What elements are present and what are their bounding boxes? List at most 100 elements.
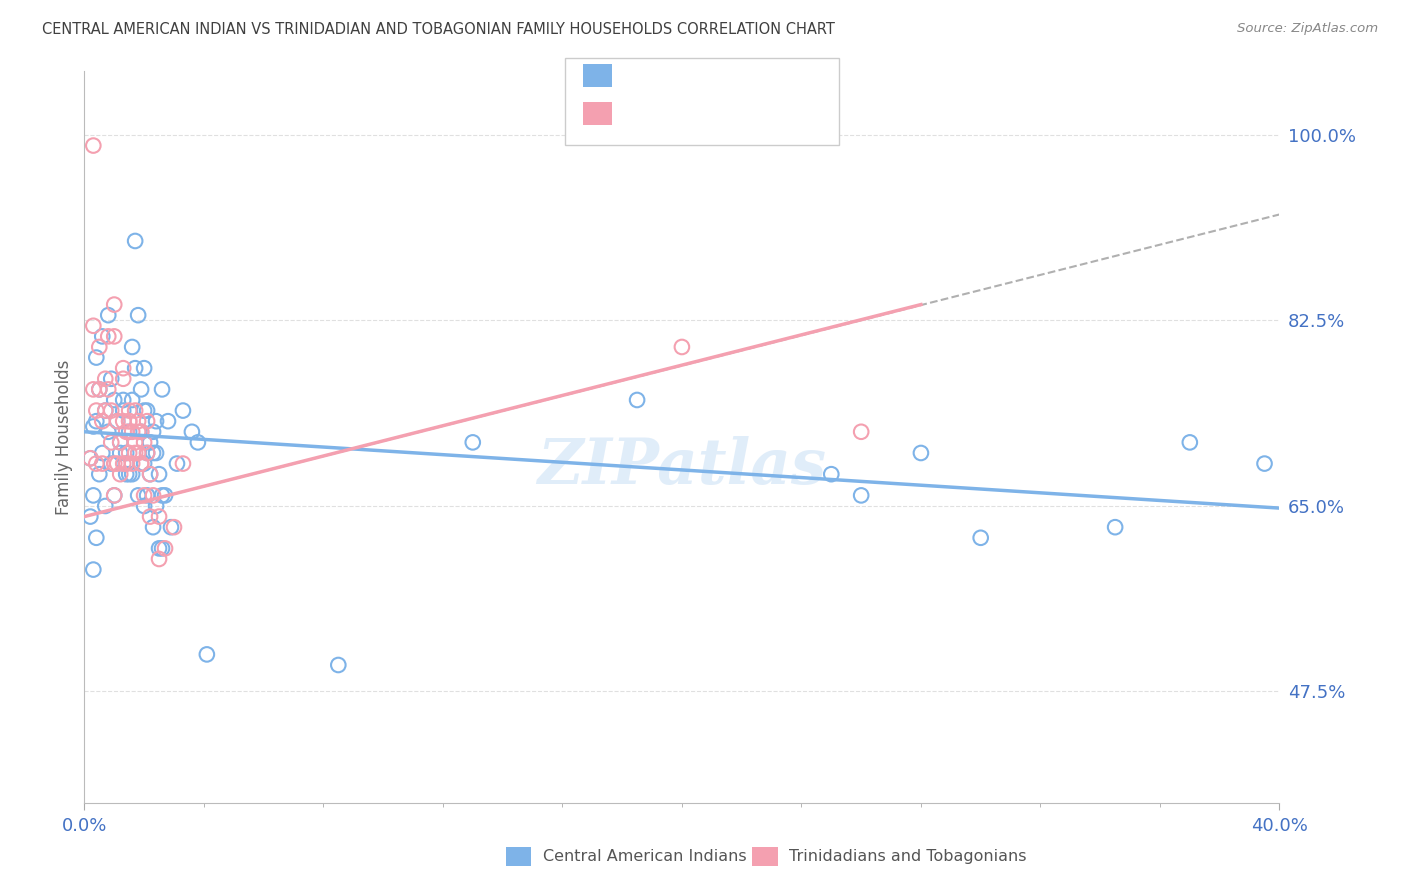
Point [145, 414, 167, 428]
Point [79, 451, 101, 466]
Point [132, 499, 156, 513]
Point [150, 541, 173, 556]
Point [129, 425, 152, 439]
Point [97, 425, 120, 439]
Point [1178, 435, 1201, 450]
Point [328, 658, 350, 673]
Point [110, 435, 132, 450]
Point [148, 467, 170, 482]
Point [103, 488, 125, 502]
Point [110, 467, 132, 482]
Point [124, 403, 146, 417]
Point [172, 457, 194, 471]
Point [118, 446, 141, 460]
Point [849, 488, 872, 502]
Point [124, 234, 146, 248]
Point [142, 520, 165, 534]
Point [103, 457, 125, 471]
Point [112, 361, 135, 376]
Point [118, 467, 141, 482]
Point [180, 425, 202, 439]
Point [89, 383, 111, 397]
Point [142, 446, 165, 460]
Point [145, 446, 167, 460]
Point [121, 340, 143, 354]
Point [91, 446, 114, 460]
Point [132, 457, 156, 471]
Point [115, 446, 138, 460]
Point [132, 488, 156, 502]
Point [166, 457, 188, 471]
Point [86, 351, 108, 365]
Point [105, 414, 128, 428]
Point [94, 403, 117, 417]
Point [86, 531, 108, 545]
Point [89, 340, 111, 354]
Text: Trinidadians and Tobagonians: Trinidadians and Tobagonians [789, 849, 1026, 863]
Point [105, 414, 128, 428]
Point [100, 372, 122, 386]
Point [115, 457, 138, 471]
Point [82, 383, 104, 397]
Point [1104, 520, 1126, 534]
Text: Central American Indians: Central American Indians [543, 849, 747, 863]
Point [139, 467, 162, 482]
Text: R = -0.158   N = 77: R = -0.158 N = 77 [626, 67, 818, 85]
Y-axis label: Family Households: Family Households [55, 359, 73, 515]
Point [124, 361, 146, 376]
Point [115, 457, 138, 471]
Point [970, 531, 993, 545]
Point [142, 488, 165, 502]
Point [153, 488, 176, 502]
Point [136, 488, 159, 502]
Point [139, 509, 162, 524]
Point [150, 488, 173, 502]
Point [150, 383, 173, 397]
Point [127, 308, 149, 322]
Point [97, 329, 120, 343]
Point [129, 457, 152, 471]
Point [132, 361, 156, 376]
Point [132, 403, 156, 417]
Point [112, 457, 135, 471]
Point [461, 435, 484, 450]
Point [91, 457, 114, 471]
Point [145, 499, 167, 513]
Point [127, 446, 149, 460]
Point [118, 403, 141, 417]
Point [142, 425, 165, 439]
Point [100, 403, 122, 417]
Point [94, 372, 117, 386]
Point [94, 403, 117, 417]
Point [97, 383, 120, 397]
Point [89, 467, 111, 482]
Point [139, 435, 162, 450]
Point [105, 457, 128, 471]
Point [187, 435, 209, 450]
Point [79, 451, 101, 466]
Point [153, 541, 176, 556]
Point [79, 509, 101, 524]
Point [112, 392, 135, 407]
Point [82, 488, 104, 502]
Point [849, 425, 872, 439]
Point [112, 372, 135, 386]
Point [115, 467, 138, 482]
Point [129, 457, 152, 471]
Point [82, 563, 104, 577]
Point [118, 414, 141, 428]
Point [136, 446, 159, 460]
Point [82, 419, 104, 434]
Point [121, 457, 143, 471]
Point [86, 457, 108, 471]
Point [91, 329, 114, 343]
Text: R =  0.298   N = 59: R = 0.298 N = 59 [626, 104, 817, 122]
Point [160, 520, 183, 534]
Point [91, 414, 114, 428]
Point [86, 403, 108, 417]
Point [124, 435, 146, 450]
Point [82, 138, 104, 153]
Point [148, 509, 170, 524]
Point [148, 552, 170, 566]
Point [124, 446, 146, 460]
